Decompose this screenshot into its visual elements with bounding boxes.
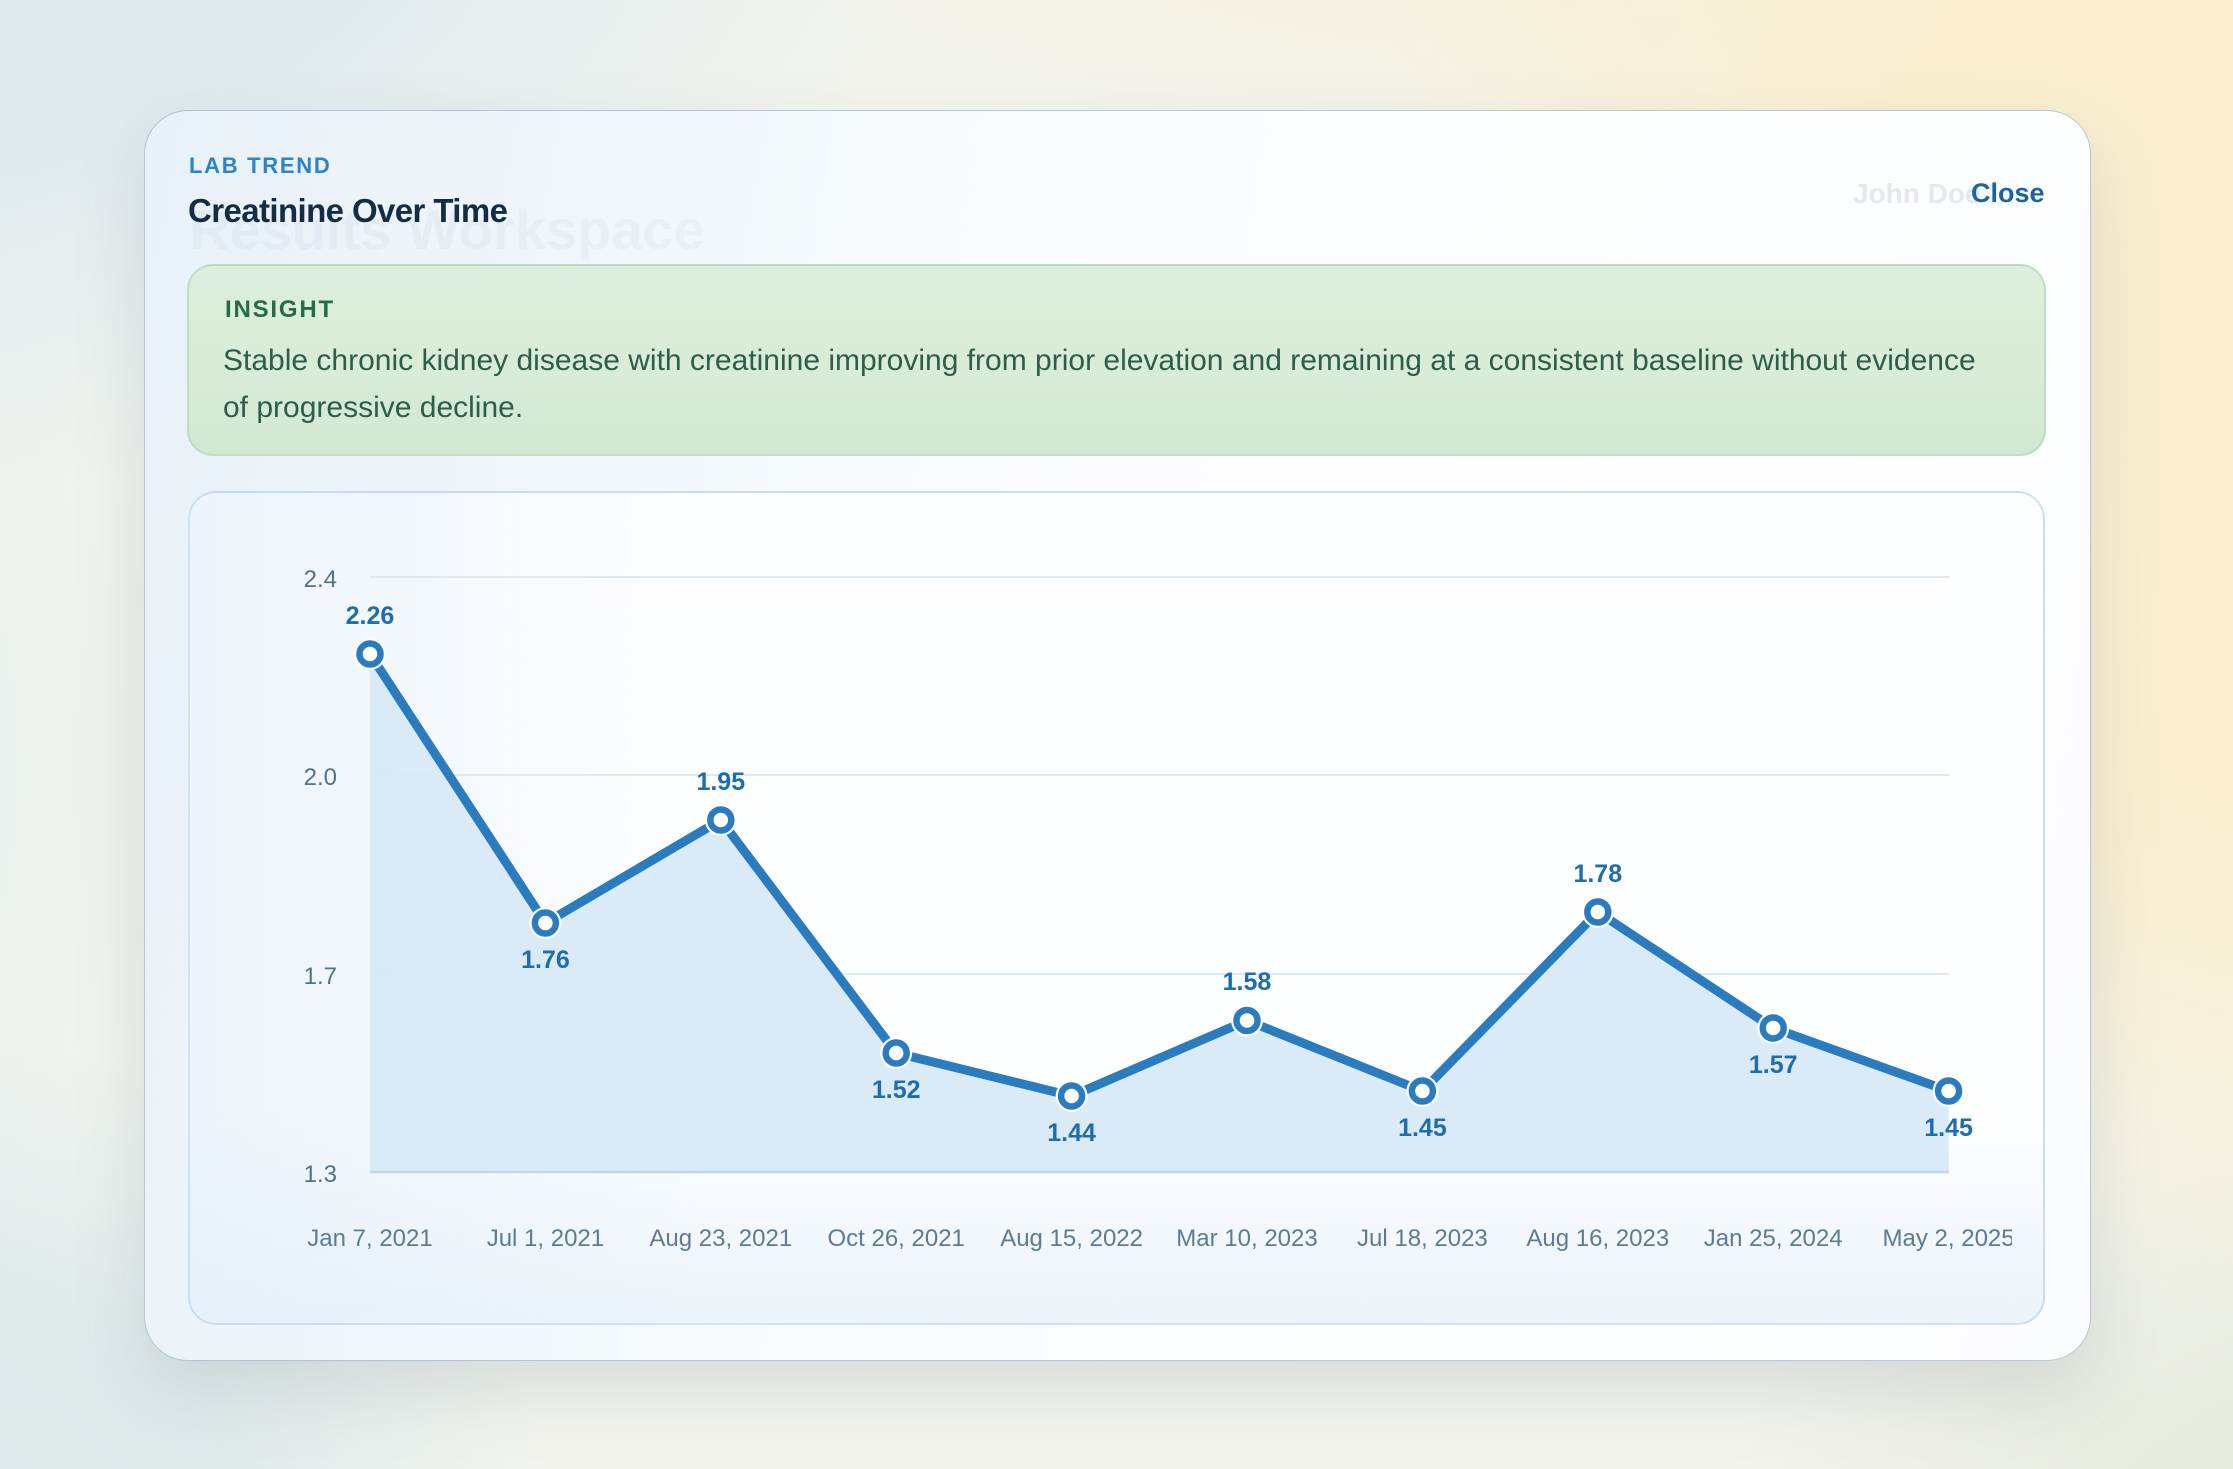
svg-text:1.45: 1.45 [1398, 1114, 1447, 1142]
svg-text:1.95: 1.95 [696, 768, 745, 796]
svg-text:Aug 23, 2021: Aug 23, 2021 [649, 1225, 792, 1252]
svg-text:2.26: 2.26 [346, 602, 395, 630]
svg-text:Mar 10, 2023: Mar 10, 2023 [1176, 1225, 1317, 1252]
svg-text:2.0: 2.0 [304, 764, 337, 791]
svg-text:1.76: 1.76 [521, 946, 570, 974]
svg-text:1.52: 1.52 [872, 1076, 921, 1104]
svg-text:Jan 7, 2021: Jan 7, 2021 [307, 1225, 432, 1252]
svg-text:1.45: 1.45 [1924, 1114, 1973, 1142]
svg-text:1.7: 1.7 [304, 963, 337, 990]
svg-text:Jan 25, 2024: Jan 25, 2024 [1704, 1225, 1843, 1252]
svg-text:Jul 1, 2021: Jul 1, 2021 [487, 1225, 604, 1252]
svg-text:Jul 18, 2023: Jul 18, 2023 [1357, 1225, 1488, 1252]
svg-text:Aug 16, 2023: Aug 16, 2023 [1526, 1225, 1669, 1252]
svg-text:1.44: 1.44 [1047, 1119, 1096, 1147]
svg-text:1.78: 1.78 [1573, 860, 1622, 888]
svg-text:May 2, 2025: May 2, 2025 [1883, 1225, 2012, 1252]
svg-text:Aug 15, 2022: Aug 15, 2022 [1000, 1225, 1143, 1252]
svg-text:1.57: 1.57 [1749, 1051, 1798, 1079]
svg-text:1.3: 1.3 [304, 1161, 337, 1188]
svg-text:2.4: 2.4 [304, 566, 337, 593]
svg-text:Oct 26, 2021: Oct 26, 2021 [827, 1225, 964, 1252]
svg-text:1.58: 1.58 [1223, 968, 1272, 996]
